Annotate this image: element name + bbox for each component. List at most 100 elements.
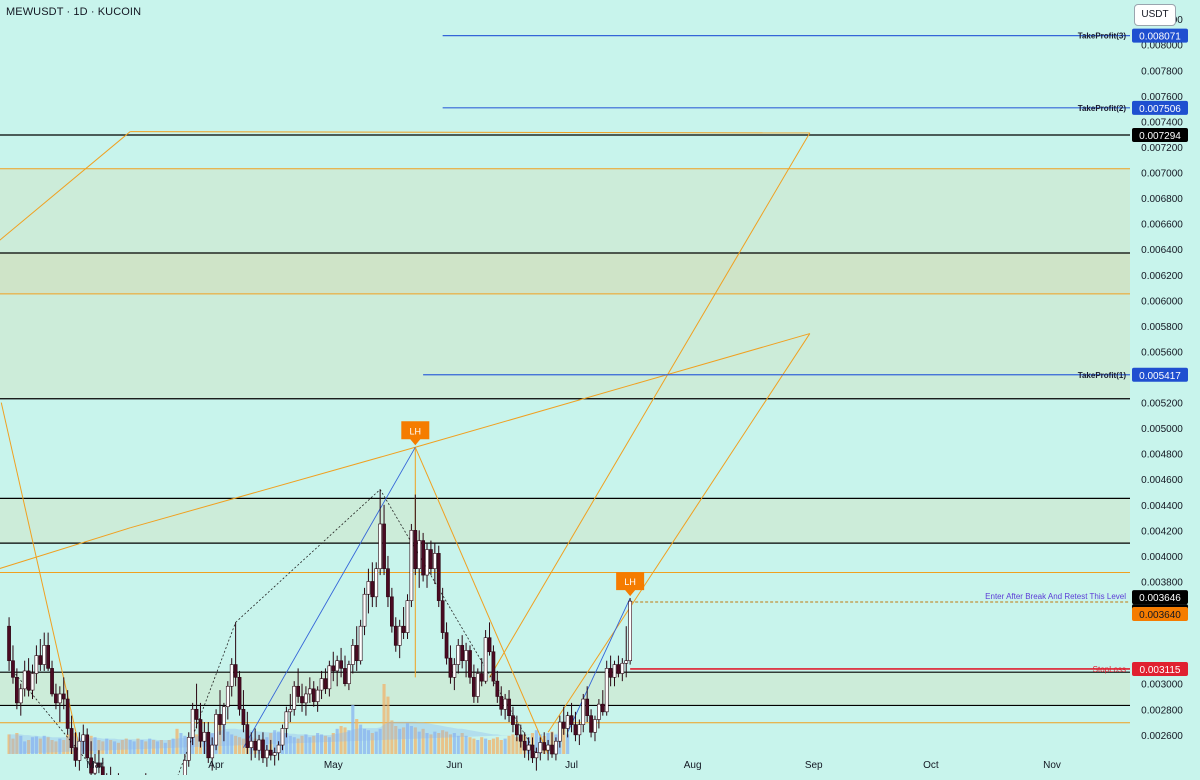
x-axis: Mar Apr May Jun Jul Aug Sep Oct Nov xyxy=(86,760,1061,771)
candle-up xyxy=(77,740,82,761)
volume-bar xyxy=(452,733,456,754)
candle-up xyxy=(577,724,582,736)
candle-up xyxy=(304,693,308,704)
volume-bar xyxy=(116,742,120,754)
volume-bar xyxy=(316,733,320,754)
volume-bar xyxy=(319,734,324,754)
candle-up xyxy=(366,581,371,595)
takeprofit-value-tag: 0.008071 xyxy=(1139,32,1181,43)
price-tags-layer: 0.008071 0.007506 0.005417 0.007294 0.003646… xyxy=(1132,28,1188,676)
symbol-title[interactable]: MEWUSDT · 1D · KUCOIN xyxy=(6,6,142,18)
candle-up xyxy=(190,708,195,738)
pattern-line xyxy=(0,402,80,748)
zone-band xyxy=(0,168,1130,294)
y-tick-label: 0.005600 xyxy=(1141,347,1183,358)
candle-down xyxy=(218,714,222,725)
y-tick-label: 0.005200 xyxy=(1141,399,1183,410)
x-tick-label: Apr xyxy=(208,760,224,771)
entry-value-tag-bg xyxy=(1132,606,1188,621)
zone-band xyxy=(0,498,1130,544)
candle-up xyxy=(222,706,226,725)
candle-down xyxy=(261,739,265,759)
candle-down xyxy=(511,715,515,725)
candle-down xyxy=(561,721,566,729)
volume-bar xyxy=(128,740,132,754)
volume-bar xyxy=(370,733,374,754)
candle-down xyxy=(343,668,347,685)
volume-ma-area xyxy=(9,721,568,754)
y-tick-label: 0.006000 xyxy=(1141,296,1183,307)
candle-down xyxy=(429,549,433,569)
candle-up xyxy=(612,664,617,678)
level-value-tag: 0.007294 xyxy=(1139,131,1181,142)
volume-bar xyxy=(140,740,144,754)
candle-down xyxy=(522,740,527,751)
takeprofit-value-tag-bg xyxy=(1132,367,1188,382)
volume-bar xyxy=(148,738,152,754)
volume-bar xyxy=(97,740,101,754)
candle-up xyxy=(182,760,187,780)
candle-up xyxy=(417,540,422,569)
volume-bar xyxy=(425,733,429,754)
candle-down xyxy=(370,581,375,598)
candle-down xyxy=(421,540,425,576)
candle-up xyxy=(597,703,601,720)
volume-bar xyxy=(11,738,15,754)
candle-down xyxy=(300,696,304,704)
y-tick-label: 0.006600 xyxy=(1141,220,1183,231)
pattern-line xyxy=(0,527,131,569)
candle-down xyxy=(487,637,492,653)
pattern-line xyxy=(130,446,416,529)
candle-up xyxy=(546,744,550,751)
candle-up xyxy=(452,664,457,678)
candle-up xyxy=(257,739,261,751)
candle-down xyxy=(518,734,523,742)
candle-up xyxy=(624,660,629,664)
volume-bar xyxy=(327,737,331,754)
y-tick-label: 0.007400 xyxy=(1141,117,1183,128)
volume-bar xyxy=(234,735,238,754)
volume-bar xyxy=(448,734,453,754)
volume-bar xyxy=(308,737,312,754)
volume-bar xyxy=(464,735,468,754)
volume-bar xyxy=(304,734,308,754)
candle-down xyxy=(194,708,199,720)
volume-bar xyxy=(421,728,425,754)
volume-bar xyxy=(386,696,390,754)
volume-bar xyxy=(339,726,343,754)
volume-bar xyxy=(359,724,363,754)
candle-up xyxy=(272,752,277,756)
candle-down xyxy=(600,703,605,713)
pattern-line xyxy=(235,489,381,623)
volume-bar xyxy=(194,734,199,754)
y-tick-label: 0.008000 xyxy=(1141,41,1183,52)
volume-bar xyxy=(50,740,54,754)
volume-bar xyxy=(7,734,11,754)
candle-up xyxy=(628,600,633,662)
candle-up xyxy=(358,625,363,662)
volume-bar xyxy=(366,730,370,754)
stoploss-value-tag: 0.003115 xyxy=(1140,665,1181,676)
volume-bar xyxy=(171,738,175,754)
candle-down xyxy=(393,625,398,646)
volume-bar xyxy=(491,738,495,754)
takeprofit-label: TakeProfit(1) xyxy=(1078,371,1127,380)
candle-up xyxy=(292,685,297,710)
candle-up xyxy=(93,762,97,774)
pattern-line xyxy=(12,670,96,771)
candle-down xyxy=(11,660,15,678)
candle-up xyxy=(409,530,414,601)
y-tick-label: 0.004200 xyxy=(1141,526,1183,537)
candle-up xyxy=(265,749,269,759)
y-tick-label: 0.007800 xyxy=(1141,66,1183,77)
candle-up xyxy=(186,737,191,761)
x-tick-label: Mar xyxy=(86,760,104,771)
takeprofit-value-tag: 0.007506 xyxy=(1139,104,1181,115)
volume-bar xyxy=(101,741,105,754)
lh-marker xyxy=(401,421,430,446)
currency-badge[interactable]: USDT xyxy=(1134,4,1176,26)
candle-down xyxy=(401,625,406,633)
volume-bar xyxy=(402,727,406,754)
